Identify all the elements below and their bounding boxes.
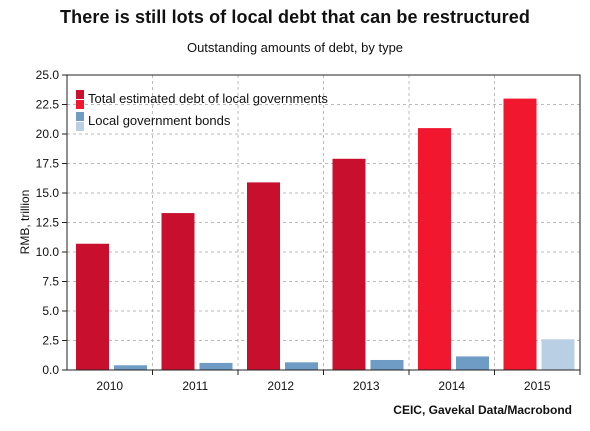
- legend-label: Local government bonds: [88, 113, 231, 128]
- x-tick-label: 2012: [267, 379, 294, 393]
- x-tick-label: 2014: [438, 379, 465, 393]
- y-tick-label: 0.0: [42, 363, 59, 377]
- y-tick-label: 2.5: [42, 334, 59, 348]
- y-tick-label: 5.0: [42, 304, 59, 318]
- y-tick-label: 22.5: [36, 98, 60, 112]
- y-tick-label: 10.0: [36, 245, 60, 259]
- source-note: CEIC, Gavekal Data/Macrobond: [393, 403, 572, 417]
- bar-bonds-2010: [114, 365, 147, 370]
- y-tick-label: 7.5: [42, 275, 59, 289]
- bar-bonds-2012: [285, 362, 318, 370]
- x-tick-label: 2015: [524, 379, 551, 393]
- x-tick-label: 2010: [96, 379, 123, 393]
- legend-label: Total estimated debt of local government…: [88, 91, 328, 106]
- chart-title: There is still lots of local debt that c…: [60, 7, 530, 27]
- y-tick-label: 12.5: [36, 216, 60, 230]
- y-tick-label: 25.0: [36, 68, 60, 82]
- bar-total-debt-2010: [76, 243, 109, 370]
- bar-total-debt-2014: [418, 128, 451, 370]
- bar-total-debt-2015: [503, 98, 537, 370]
- bar-total-debt-2013: [332, 158, 366, 370]
- legend-swatch: [76, 112, 84, 121]
- legend-swatch: [76, 122, 84, 131]
- y-tick-label: 15.0: [36, 186, 60, 200]
- legend-swatch: [76, 90, 84, 99]
- x-tick-label: 2011: [182, 379, 208, 393]
- bar-bonds-2015: [541, 339, 575, 370]
- legend-swatch: [76, 100, 84, 109]
- x-tick-label: 2013: [353, 379, 380, 393]
- bar-bonds-2011: [199, 362, 233, 370]
- bar-total-debt-2012: [247, 182, 280, 370]
- bar-bonds-2014: [456, 356, 489, 370]
- y-tick-label: 17.5: [36, 157, 60, 171]
- plot-frame: [66, 74, 581, 371]
- bar-total-debt-2011: [161, 213, 195, 370]
- y-tick-label: 20.0: [36, 127, 60, 141]
- bar-bonds-2013: [370, 359, 404, 370]
- chart-subtitle: Outstanding amounts of debt, by type: [186, 40, 404, 55]
